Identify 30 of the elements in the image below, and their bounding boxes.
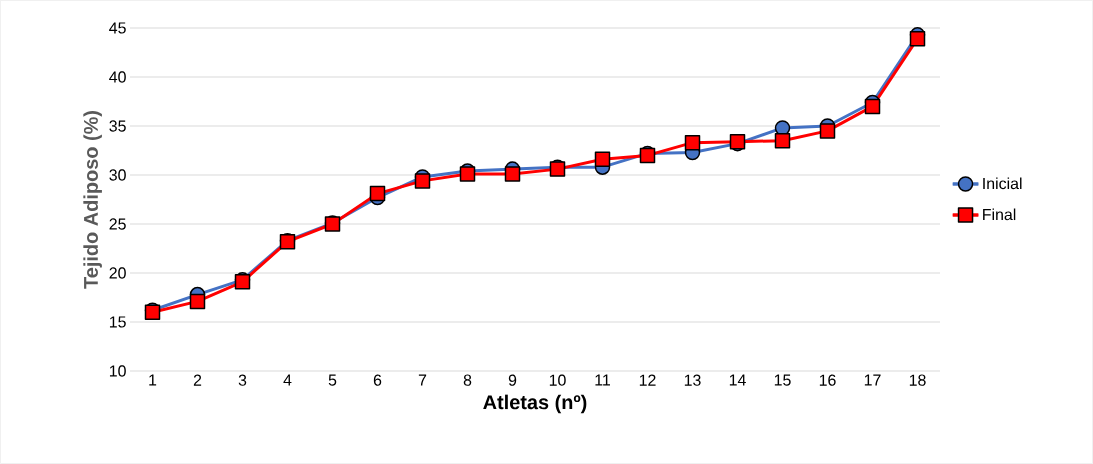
y-tick-label: 20 — [109, 267, 126, 279]
x-tick-label: 3 — [238, 374, 247, 386]
x-tick-label: 4 — [283, 374, 292, 386]
x-tick-label: 17 — [864, 374, 881, 386]
x-axis-title: Atletas (nº) — [483, 394, 587, 414]
x-tick-label: 8 — [463, 374, 472, 386]
x-tick-label: 12 — [639, 374, 656, 386]
y-tick-label: 25 — [109, 218, 126, 230]
x-tick-label: 15 — [774, 374, 791, 386]
x-tick-label: 2 — [193, 374, 202, 386]
x-tick-label: 18 — [909, 374, 926, 386]
x-tick-label: 10 — [549, 374, 566, 386]
x-tick-label: 1 — [149, 374, 157, 386]
legend-label: Final — [983, 208, 1016, 221]
x-tick-label: 16 — [819, 374, 836, 386]
y-axis-title: Tejido Adiposo (%) — [83, 111, 102, 289]
x-tick-label: 7 — [418, 374, 427, 386]
x-tick-label: 5 — [328, 374, 337, 386]
y-tick-label: 35 — [109, 120, 126, 132]
y-tick-label: 40 — [109, 71, 126, 83]
y-tick-label: 15 — [109, 316, 126, 328]
x-tick-label: 14 — [729, 374, 746, 386]
x-tick-label: 6 — [373, 374, 382, 386]
legend-label: Inicial — [983, 177, 1022, 190]
x-tick-label: 9 — [508, 374, 517, 386]
x-tick-label: 11 — [595, 374, 610, 386]
y-tick-label: 10 — [109, 365, 126, 377]
y-tick-label: 45 — [109, 22, 126, 34]
y-tick-label: 30 — [109, 169, 126, 181]
x-tick-label: 13 — [684, 374, 701, 386]
